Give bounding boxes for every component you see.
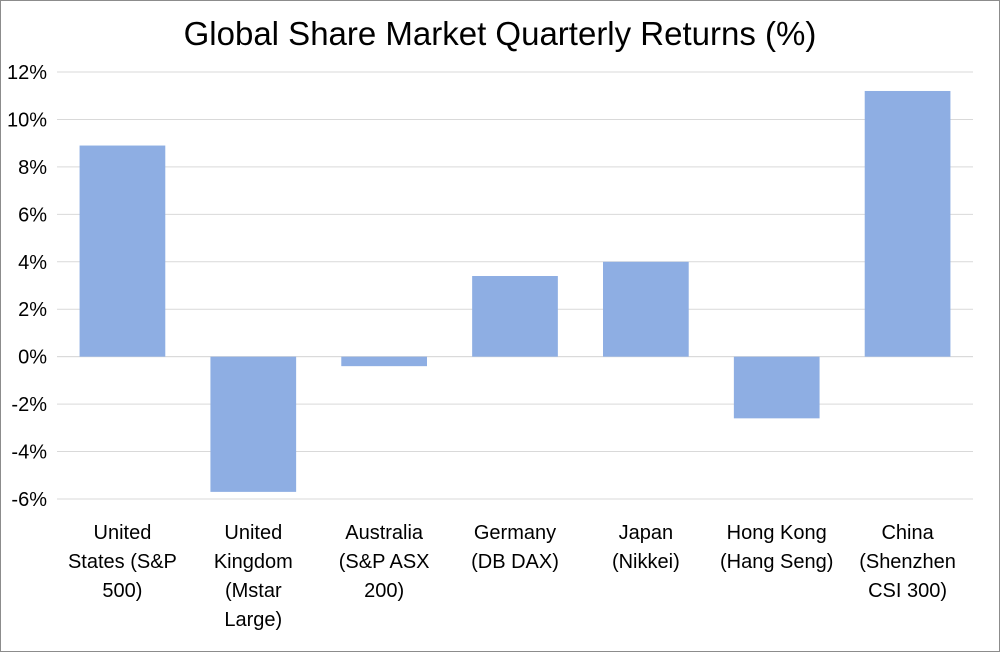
x-category-label-line: States (S&P (68, 551, 177, 573)
x-category-label-line: Large) (224, 609, 282, 631)
x-axis-category-labels: United States (S&P 500) United Kingdom (Mstar… (68, 522, 956, 631)
x-category-label: United Kingdom (Mstar Large) (214, 522, 293, 631)
bar (603, 261, 689, 357)
x-category-label-line: Germany (474, 522, 556, 544)
x-category-label-line: United (224, 522, 282, 544)
chart-title: Global Share Market Quarterly Returns (%… (183, 15, 817, 52)
bar (733, 356, 820, 419)
x-category-label: Hong Kong (Hang Seng) (720, 522, 833, 573)
x-category-label-line: (DB DAX) (471, 551, 559, 573)
x-category-label-line: Japan (619, 522, 674, 544)
x-category-label-line: Kingdom (214, 551, 293, 573)
x-category-label-line: Australia (345, 522, 424, 544)
x-category-label-line: (S&P ASX (339, 551, 430, 573)
x-category-label: Australia (S&P ASX 200) (339, 522, 430, 602)
bar (341, 356, 427, 367)
x-category-label-line: (Shenzhen (859, 551, 956, 573)
y-tick-label: 4% (18, 252, 47, 274)
x-category-label: China (Shenzhen CSI 300) (859, 522, 956, 602)
x-category-label-line: CSI 300) (868, 580, 947, 602)
y-tick-label: 0% (18, 347, 47, 369)
x-category-label-line: United (94, 522, 152, 544)
bar (472, 276, 558, 357)
bar (210, 356, 297, 492)
y-tick-label: 6% (18, 204, 47, 226)
y-tick-label: -6% (11, 489, 47, 511)
x-category-label-line: (Hang Seng) (720, 551, 833, 573)
y-tick-label: -2% (11, 394, 47, 416)
bars (79, 90, 951, 492)
x-category-label-line: 500) (102, 580, 142, 602)
y-tick-label: 10% (7, 109, 47, 131)
bar (864, 90, 951, 357)
y-axis-tick-labels: 12% 10% 8% 6% 4% 2% 0% -2% -4% -6% (7, 62, 47, 511)
x-category-label-line: Hong Kong (727, 522, 827, 544)
x-category-label-line: (Mstar (225, 580, 282, 602)
x-category-label: United States (S&P 500) (68, 522, 177, 602)
y-tick-label: -4% (11, 442, 47, 464)
x-category-label-line: (Nikkei) (612, 551, 680, 573)
x-category-label: Japan (Nikkei) (612, 522, 680, 573)
bar (79, 145, 166, 357)
y-tick-label: 2% (18, 299, 47, 321)
x-category-label-line: China (881, 522, 934, 544)
y-tick-label: 8% (18, 157, 47, 179)
y-tick-label: 12% (7, 62, 47, 84)
x-category-label: Germany (DB DAX) (471, 522, 559, 573)
x-category-label-line: 200) (364, 580, 404, 602)
